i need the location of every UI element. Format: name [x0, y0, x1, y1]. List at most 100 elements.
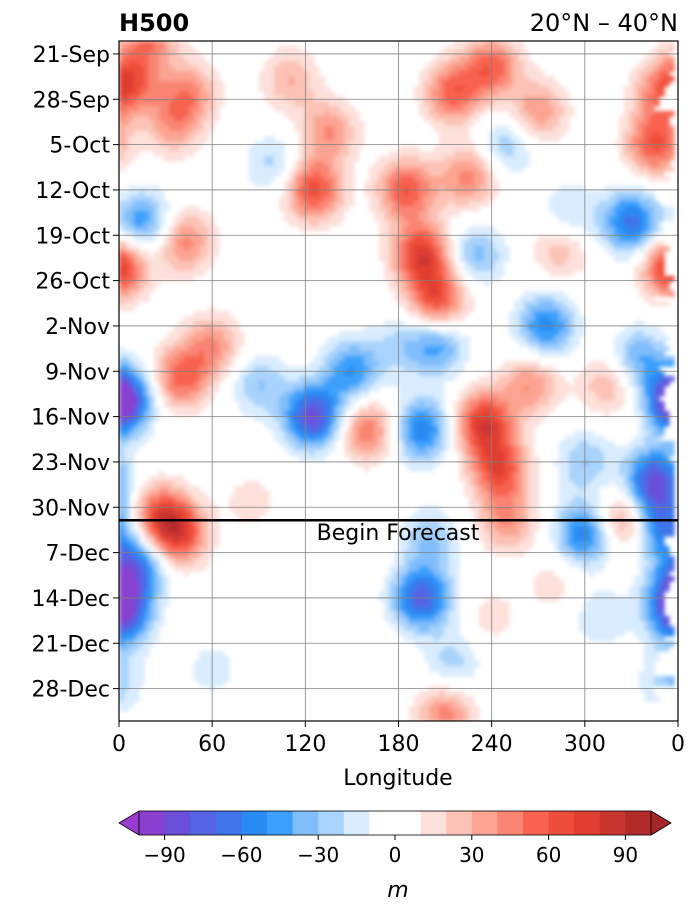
field-cell: [289, 186, 295, 192]
field-cell: [334, 411, 340, 417]
field-cell: [659, 146, 670, 152]
field-cell: [299, 146, 305, 152]
field-cell: [289, 196, 295, 202]
field-cell: [479, 471, 485, 477]
field-cell: [454, 276, 460, 282]
field-cell: [659, 421, 665, 427]
field-cell: [644, 436, 660, 442]
field-cell: [459, 101, 470, 107]
field-cell: [404, 351, 425, 357]
field-cell: [279, 396, 290, 402]
field-cell: [664, 676, 675, 682]
field-cell: [429, 626, 445, 632]
field-cell: [154, 581, 160, 587]
field-cell: [119, 521, 125, 527]
field-cell: [394, 186, 405, 192]
field-cell: [464, 471, 475, 477]
field-cell: [119, 596, 135, 602]
field-cell: [574, 331, 585, 337]
field-cell: [119, 151, 125, 157]
field-cell: [304, 171, 315, 177]
field-cell: [129, 486, 135, 492]
field-cell: [444, 336, 455, 342]
field-cell: [639, 671, 655, 677]
field-cell: [419, 361, 445, 367]
field-cell: [234, 396, 250, 402]
field-cell: [569, 326, 575, 332]
field-cell: [119, 671, 130, 677]
field-cell: [384, 576, 395, 582]
field-cell: [159, 496, 175, 502]
colorbar-tick-label: 30: [459, 843, 484, 867]
field-cell: [289, 176, 295, 182]
field-cell: [419, 196, 425, 202]
field-cell: [354, 426, 360, 432]
field-cell: [144, 586, 150, 592]
field-cell: [544, 386, 555, 392]
field-cell: [124, 251, 130, 257]
field-cell: [424, 206, 430, 212]
field-cell: [439, 246, 445, 252]
field-cell: [399, 621, 410, 627]
field-cell: [374, 161, 390, 167]
field-cell: [659, 281, 670, 287]
field-cell: [639, 451, 650, 457]
field-cell: [619, 116, 630, 122]
field-cell: [454, 191, 475, 197]
field-cell: [159, 66, 175, 72]
field-cell: [149, 426, 155, 432]
field-cell: [379, 231, 390, 237]
field-cell: [514, 101, 525, 107]
field-cell: [559, 186, 585, 192]
field-cell: [129, 111, 160, 117]
field-cell: [139, 401, 145, 407]
field-cell: [479, 506, 485, 512]
field-cell: [629, 81, 635, 87]
field-cell: [644, 376, 650, 382]
field-cell: [429, 111, 440, 117]
field-cell: [634, 466, 640, 472]
field-cell: [149, 271, 205, 277]
field-cell: [129, 656, 145, 662]
field-cell: [304, 126, 315, 132]
field-cell: [334, 186, 340, 192]
field-cell: [119, 346, 125, 352]
field-cell: [159, 341, 175, 347]
field-cell: [644, 216, 650, 222]
field-cell: [644, 221, 650, 227]
field-cell: [174, 411, 200, 417]
field-cell: [199, 526, 205, 532]
field-cell: [159, 116, 175, 122]
field-cell: [569, 466, 605, 472]
field-cell: [284, 186, 290, 192]
field-cell: [329, 201, 335, 207]
field-cell: [429, 661, 445, 667]
field-cell: [424, 81, 435, 87]
field-cell: [644, 696, 660, 702]
field-cell: [614, 226, 620, 232]
field-cell: [189, 521, 195, 527]
field-cell: [649, 626, 655, 632]
field-cell: [159, 71, 195, 77]
field-cell: [189, 541, 195, 547]
field-cell: [119, 556, 135, 562]
field-cell: [119, 441, 130, 447]
field-cell: [149, 531, 155, 537]
field-cell: [649, 531, 655, 537]
field-cell: [654, 206, 665, 212]
field-cell: [149, 476, 185, 482]
field-cell: [409, 191, 420, 197]
field-cell: [434, 396, 445, 402]
field-cell: [119, 501, 125, 507]
field-cell: [559, 501, 570, 507]
field-cell: [139, 581, 145, 587]
field-cell: [519, 471, 525, 477]
field-cell: [404, 551, 420, 557]
field-cell: [399, 301, 410, 307]
field-cell: [399, 276, 405, 282]
field-cell: [514, 446, 520, 452]
field-cell: [529, 496, 540, 502]
field-cell: [519, 476, 525, 482]
field-cell: [424, 116, 435, 122]
field-cell: [119, 266, 125, 272]
